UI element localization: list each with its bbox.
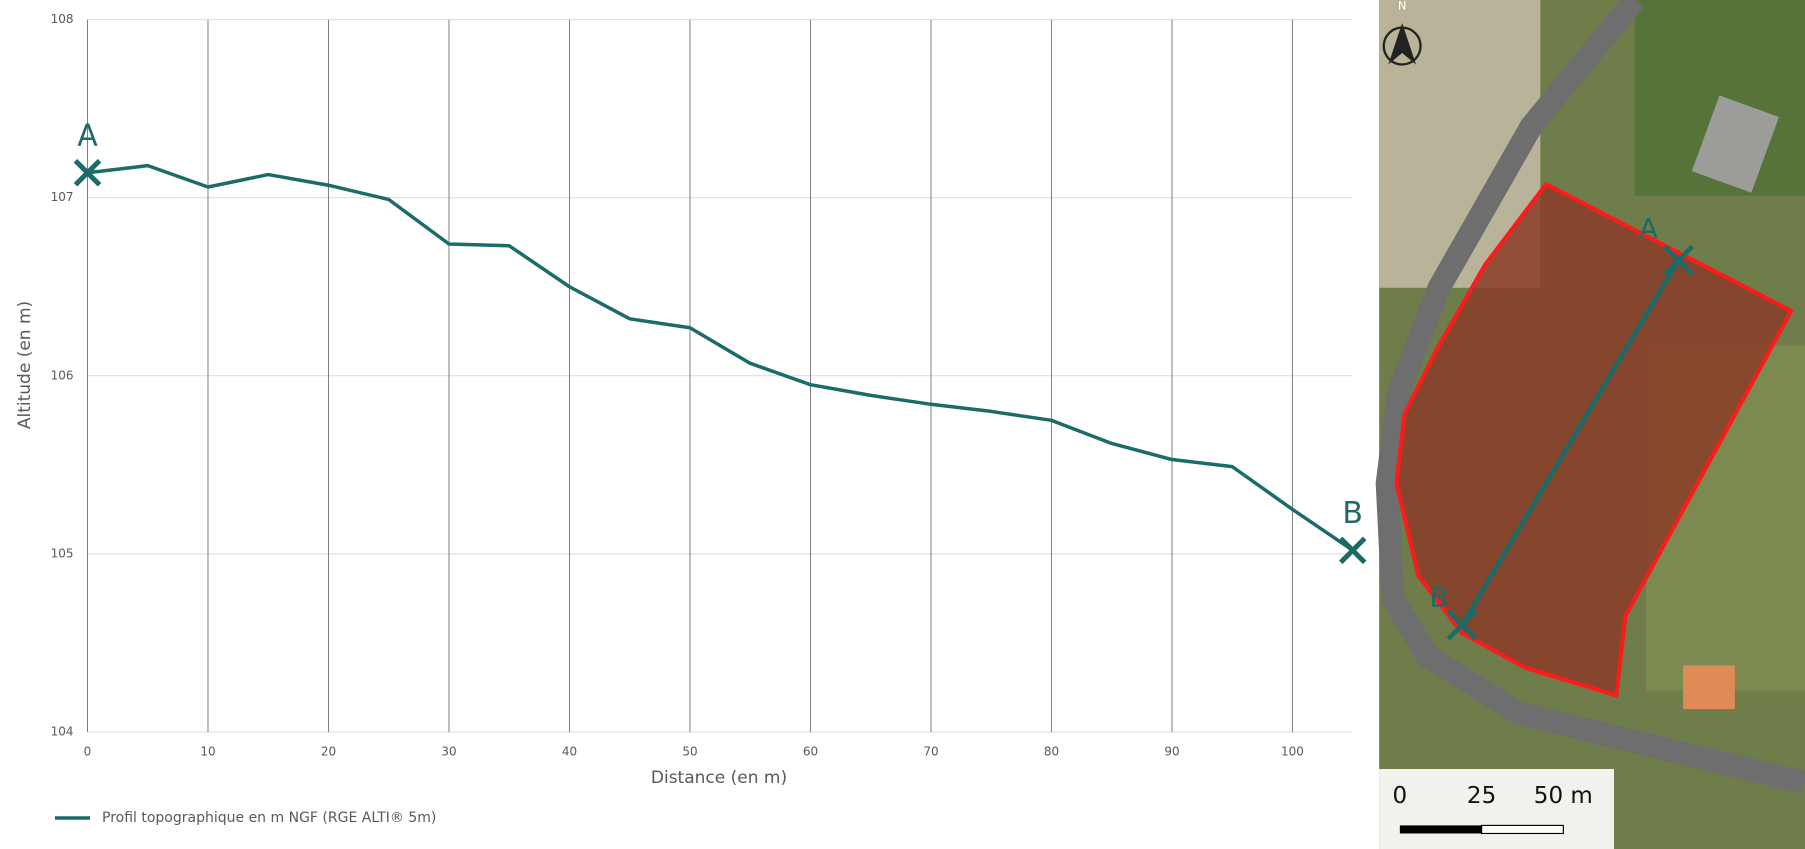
- y-tick-label: 107: [51, 190, 74, 204]
- y-axis-title: Altitude (en m): [15, 301, 35, 429]
- scale-bar: [1400, 825, 1482, 833]
- x-tick-label: 40: [562, 745, 577, 759]
- y-tick-label: 106: [51, 368, 74, 382]
- x-tick-label: 60: [803, 745, 818, 759]
- x-tick-label: 10: [200, 745, 215, 759]
- x-axis-title: Distance (en m): [651, 768, 787, 788]
- y-tick-label: 104: [51, 725, 74, 739]
- scale-label: 0: [1393, 783, 1408, 809]
- x-tick-label: 20: [321, 745, 336, 759]
- endpoint-marker: [1341, 538, 1365, 562]
- map: A B N 0 25 50 m: [1379, 0, 1805, 849]
- map-building: [1683, 665, 1735, 709]
- figure: 104 105 106 107 108 0 10 20 30 40 50 60 70 80 90 100 Dis…: [0, 0, 1805, 849]
- map-label-b: B: [1430, 581, 1449, 614]
- y-tick-label: 108: [51, 12, 74, 26]
- page: 104 105 106 107 108 0 10 20 30 40 50 60 70 80 90 100 Dis…: [0, 0, 1805, 849]
- x-tick-label: 100: [1281, 745, 1304, 759]
- x-tick-label: 0: [84, 745, 92, 759]
- x-tick-label: 90: [1164, 745, 1179, 759]
- legend-label: Profil topographique en m NGF (RGE ALTI®…: [102, 810, 436, 826]
- scale-bar: [1482, 825, 1564, 833]
- x-tick-label: 30: [441, 745, 456, 759]
- scale-label: 50 m: [1534, 783, 1593, 809]
- x-tick-label: 50: [682, 745, 697, 759]
- x-tick-label: 80: [1044, 745, 1059, 759]
- y-tick-label: 105: [51, 546, 74, 560]
- endpoint-label: A: [77, 118, 98, 153]
- data-line: [88, 166, 1353, 551]
- x-tick-label: 70: [923, 745, 938, 759]
- chart: 104 105 106 107 108 0 10 20 30 40 50 60 70 80 90 100 Dis…: [15, 12, 1365, 826]
- endpoint-label: B: [1342, 496, 1363, 531]
- north-label: N: [1398, 0, 1407, 12]
- map-label-a: A: [1639, 212, 1658, 245]
- scale-label: 25: [1467, 783, 1496, 809]
